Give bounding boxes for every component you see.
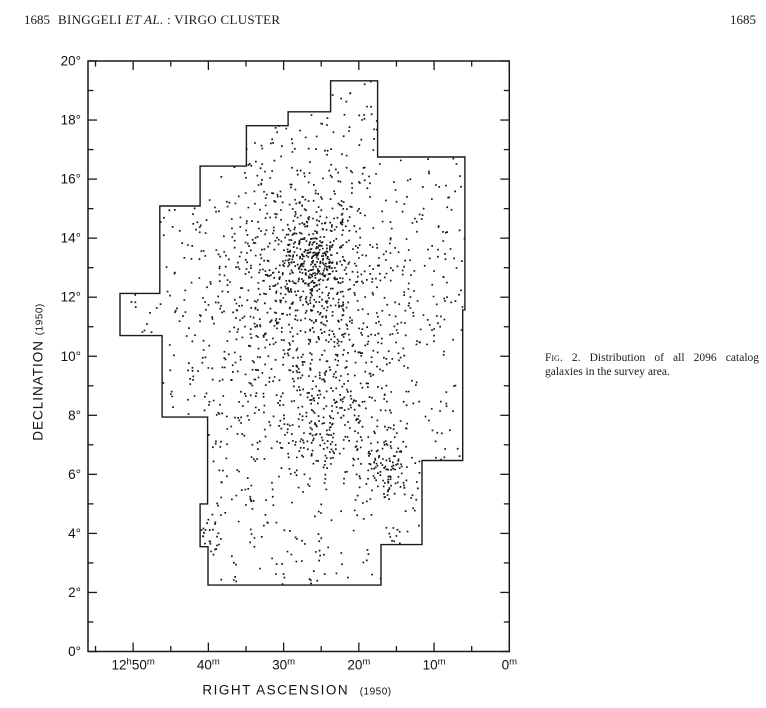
- running-header: 1685 BINGGELI ET AL. : VIRGO CLUSTER 168…: [0, 12, 766, 30]
- x-tick-label: 10m: [423, 657, 446, 673]
- figure-caption: Fig. 2. Distribution of all 2096 catalog…: [545, 352, 759, 379]
- x-tick-label: 12h50m: [111, 657, 154, 673]
- y-tick-label: 18°: [61, 113, 81, 128]
- running-title: BINGGELI ET AL. : VIRGO CLUSTER: [58, 12, 280, 28]
- y-tick-label: 6°: [68, 467, 81, 482]
- y-tick-label: 20°: [61, 54, 81, 69]
- y-tick-label: 14°: [61, 231, 81, 246]
- y-tick-label: 16°: [61, 172, 81, 187]
- x-tick-label: 40m: [197, 657, 220, 673]
- x-axis-title-epoch: (1950): [359, 686, 392, 698]
- y-axis-title-text: DECLINATION: [30, 339, 46, 441]
- page-number-right: 1685: [730, 12, 756, 27]
- y-tick-labels: 0° 2° 4° 6° 8° 10° 12° 14° 16° 18° 20°: [61, 54, 81, 660]
- x-tick-label: 20m: [347, 657, 370, 673]
- caption-fig-number: 2.: [571, 352, 581, 364]
- x-axis-title-text: RIGHT ASCENSION: [202, 682, 350, 698]
- caption-fig-label: Fig.: [545, 352, 563, 364]
- galaxy-points: [130, 80, 466, 586]
- page-number-left: 1685: [24, 12, 50, 27]
- y-tick-label: 12°: [61, 290, 81, 305]
- caption-text: Distribution of all 2096 catalog galaxie…: [545, 352, 760, 378]
- y-axis-title: DECLINATION (1950): [31, 303, 46, 440]
- running-title-rest: : VIRGO CLUSTER: [163, 12, 281, 27]
- x-tick-labels: 12h50m 40m 30m 20m 10m 0m: [111, 657, 517, 673]
- x-axis-title: RIGHT ASCENSION (1950): [202, 683, 391, 698]
- running-title-author: BINGGELI: [58, 12, 126, 27]
- y-tick-label: 8°: [68, 408, 81, 423]
- x-tick-label: 30m: [272, 657, 295, 673]
- y-tick-label: 2°: [68, 585, 81, 600]
- running-title-etal: ET AL.: [125, 12, 164, 27]
- y-tick-label: 10°: [61, 349, 81, 364]
- survey-area-boundary: [119, 80, 466, 586]
- y-axis-title-epoch: (1950): [34, 303, 46, 336]
- x-tick-label: 0m: [502, 657, 518, 673]
- plot-frame: [87, 60, 511, 653]
- y-tick-label: 0°: [68, 644, 81, 659]
- axis-ticks: [88, 60, 510, 653]
- y-tick-label: 4°: [68, 526, 81, 541]
